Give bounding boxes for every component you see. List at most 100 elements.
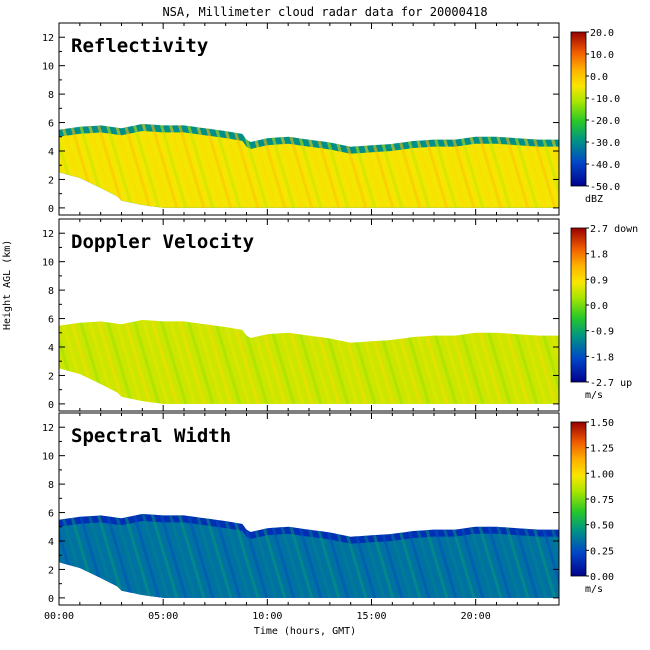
streak-1-28 — [249, 320, 298, 404]
streak-0-1 — [8, 63, 53, 215]
streak-1-24 — [213, 320, 262, 404]
streak-1-16 — [141, 320, 190, 404]
streak-1-54 — [483, 320, 532, 404]
streak-2-54 — [483, 514, 532, 598]
streak-0-55 — [492, 124, 541, 208]
colorbar-label: 1.25 — [590, 444, 614, 455]
streak-1-17 — [150, 320, 199, 404]
streak-2-20 — [177, 514, 226, 598]
y-tick-label: 4 — [48, 343, 54, 354]
streak-0-51 — [456, 124, 505, 208]
streak-2-8 — [69, 514, 118, 598]
panel-title: Reflectivity — [71, 35, 208, 57]
streak-0-56 — [501, 124, 550, 208]
y-tick-label: 6 — [48, 315, 54, 326]
streak-2-11 — [96, 514, 145, 598]
streak-1-8 — [69, 320, 118, 404]
streak-0-31 — [276, 124, 325, 208]
colorbar-label: -50.0 — [590, 182, 620, 193]
colorbar-label: -30.0 — [590, 138, 620, 149]
streak-0-52 — [465, 124, 514, 208]
streak-1-52 — [465, 320, 514, 404]
chart-title: NSA, Millimeter cloud radar data for 200… — [162, 5, 488, 19]
streak-1-51 — [456, 320, 505, 404]
streak-0-17 — [150, 124, 199, 208]
colorbar-units: m/s — [585, 390, 603, 401]
streak-2-22 — [195, 514, 244, 598]
streak-1-15 — [132, 320, 181, 404]
streak-2-10 — [87, 514, 136, 598]
y-tick-label: 10 — [42, 62, 54, 73]
streak-1-0 — [0, 259, 44, 411]
y-tick-label: 12 — [42, 33, 54, 44]
streak-2-9 — [78, 514, 127, 598]
streak-1-20 — [177, 320, 226, 404]
streak-0-30 — [267, 124, 316, 208]
streak-1-29 — [258, 320, 307, 404]
x-axis-label: Time (hours, GMT) — [253, 626, 357, 637]
streak-0-9 — [78, 124, 127, 208]
colorbar-label: 0.9 — [590, 275, 608, 286]
streak-2-28 — [249, 514, 298, 598]
streak-0-21 — [186, 124, 235, 208]
streak-2-23 — [204, 514, 253, 598]
streak-0-19 — [168, 124, 217, 208]
y-tick-label: 0 — [48, 204, 54, 215]
y-tick-label: 8 — [48, 286, 54, 297]
colorbar-label: -1.8 — [590, 352, 614, 363]
streak-0-16 — [141, 124, 190, 208]
streak-0-15 — [132, 124, 181, 208]
streak-2-56 — [501, 514, 550, 598]
streak-2-12 — [105, 514, 154, 598]
y-tick-label: 2 — [48, 175, 54, 186]
streak-2-16 — [141, 514, 190, 598]
colorbar-label: 1.50 — [590, 418, 614, 429]
streak-0-18 — [159, 124, 208, 208]
colorbar-label: 0.25 — [590, 546, 614, 557]
y-tick-label: 6 — [48, 509, 54, 520]
x-tick-label: 15:00 — [356, 611, 386, 622]
streak-0-53 — [474, 124, 523, 208]
streak-2-30 — [267, 514, 316, 598]
colorbar-0 — [570, 31, 587, 187]
y-tick-label: 0 — [48, 594, 54, 605]
streak-0-12 — [105, 124, 154, 208]
streak-2-1 — [8, 453, 53, 605]
streak-2-27 — [240, 514, 289, 598]
colorbar-label: 0.0 — [590, 72, 608, 83]
streak-2-18 — [159, 514, 208, 598]
y-tick-label: 0 — [48, 400, 54, 411]
streak-2-55 — [492, 514, 541, 598]
x-tick-label: 05:00 — [148, 611, 178, 622]
streak-2-69 — [620, 453, 650, 605]
colorbar-1 — [570, 227, 587, 383]
streak-2-13 — [114, 514, 163, 598]
streak-2-29 — [258, 514, 307, 598]
colorbar-label: -0.9 — [590, 327, 614, 338]
streak-1-22 — [195, 320, 244, 404]
streak-1-23 — [204, 320, 253, 404]
y-tick-label: 12 — [42, 423, 54, 434]
y-tick-label: 12 — [42, 229, 54, 240]
colorbar-label: 1.8 — [590, 250, 608, 261]
streak-0-11 — [96, 124, 145, 208]
streak-2-2 — [59, 514, 64, 598]
streak-1-49 — [438, 320, 487, 404]
streak-1-12 — [105, 320, 154, 404]
colorbar-label: 20.0 — [590, 28, 614, 39]
x-tick-label: 10:00 — [252, 611, 282, 622]
streak-2-53 — [474, 514, 523, 598]
streak-2-31 — [276, 514, 325, 598]
colorbar-label: 2.7 down — [590, 224, 638, 235]
streak-0-8 — [69, 124, 118, 208]
streak-0-13 — [114, 124, 163, 208]
streak-1-13 — [114, 320, 163, 404]
streak-2-17 — [150, 514, 199, 598]
colorbar-label: 0.00 — [590, 572, 614, 583]
streak-0-50 — [447, 124, 496, 208]
streak-2-21 — [186, 514, 235, 598]
streak-0-54 — [483, 124, 532, 208]
colorbar-2 — [570, 421, 587, 577]
y-tick-label: 4 — [48, 537, 54, 548]
colorbar-label: 0.0 — [590, 301, 608, 312]
